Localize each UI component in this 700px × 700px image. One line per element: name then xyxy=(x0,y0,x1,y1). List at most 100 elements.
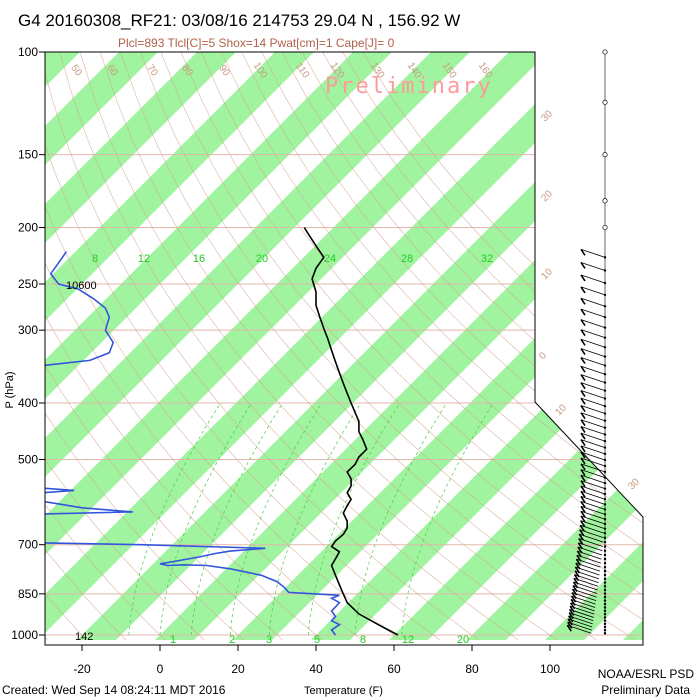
wind-barb-flag xyxy=(580,397,586,405)
wind-station-dot xyxy=(603,527,607,530)
wind-station-dot xyxy=(603,326,607,329)
wind-barb xyxy=(580,390,606,399)
wind-station-dot xyxy=(603,439,607,443)
mixing-ratio-label: 16 xyxy=(193,253,205,265)
wind-barb-flag xyxy=(580,451,586,459)
series-dewpoint xyxy=(45,251,341,636)
wind-station-dot xyxy=(603,476,607,479)
wind-barb-flag xyxy=(580,357,586,364)
wind-barb xyxy=(580,319,606,328)
wind-barb-flag xyxy=(580,419,586,427)
wind-barb xyxy=(580,274,606,284)
temperature-label: 10 xyxy=(539,266,555,282)
mixing-ratio-label: 20 xyxy=(457,634,469,646)
sounding-series xyxy=(45,227,399,636)
isotherm-band xyxy=(45,52,548,641)
wind-barb-flag xyxy=(580,457,586,465)
wind-barb xyxy=(580,490,606,500)
wind-barb-flag xyxy=(569,605,575,613)
wind-station-dot xyxy=(603,492,607,496)
mixing-ratio-lines xyxy=(128,402,494,636)
wind-station-dot xyxy=(603,581,607,584)
wind-barb xyxy=(577,550,602,560)
wind-barb-flag xyxy=(568,615,574,623)
wind-barb xyxy=(575,566,600,576)
wind-barb-flag xyxy=(580,445,586,453)
wind-barb-flag xyxy=(568,612,574,620)
wind-barb xyxy=(580,338,606,348)
wind-barb xyxy=(574,570,600,580)
wind-barb xyxy=(569,609,594,618)
dry-adiabat xyxy=(45,52,166,641)
wind-barb-flag xyxy=(580,480,586,488)
dry-adiabat xyxy=(100,52,597,641)
wind-station-dot xyxy=(603,458,607,462)
wind-station-dot xyxy=(603,464,607,468)
x-axis-label: Temperature (F) xyxy=(304,685,383,697)
x-tick-label: 60 xyxy=(387,662,401,676)
wind-barb xyxy=(580,382,606,392)
x-tick-label: 20 xyxy=(231,662,245,676)
dry-adiabat xyxy=(180,52,643,641)
wind-station-dot xyxy=(603,305,607,308)
wind-barb-flag xyxy=(579,529,585,537)
wind-barb-flag xyxy=(580,432,586,440)
wind-barb xyxy=(572,588,597,598)
wind-barb-flag xyxy=(580,485,586,493)
wind-barb-flag xyxy=(580,308,586,316)
wind-barb xyxy=(580,286,606,296)
wind-barb xyxy=(569,612,594,622)
mixing-ratio-label: 24 xyxy=(324,253,336,265)
wind-barb-flag xyxy=(580,439,586,447)
wind-barb xyxy=(580,365,606,375)
wind-station-dot xyxy=(603,606,607,609)
footer-note: Preliminary Data xyxy=(601,683,690,697)
isotherm-band xyxy=(45,52,314,641)
wind-barb xyxy=(580,520,605,530)
mixing-ratio-line xyxy=(268,402,362,636)
wind-station-dot xyxy=(603,346,607,349)
mixing-ratio-label: 2 xyxy=(229,634,235,646)
wind-barb-flag xyxy=(580,510,586,518)
mixing-ratio-label: 8 xyxy=(360,634,366,646)
wind-barb xyxy=(580,397,606,407)
dry-adiabat xyxy=(45,52,205,641)
wind-station-dot xyxy=(603,269,607,272)
wind-barb xyxy=(580,445,606,455)
wind-station-dot xyxy=(603,565,607,569)
wind-barb xyxy=(580,308,606,318)
wind-barb xyxy=(580,297,606,307)
series-temperature xyxy=(303,227,399,636)
wind-station-dot xyxy=(603,397,607,400)
wind-barb-flag xyxy=(567,621,573,629)
isotherm-band xyxy=(45,52,236,641)
wind-barb xyxy=(580,426,606,435)
wind-barb xyxy=(580,357,606,366)
wind-station-dot xyxy=(603,336,607,339)
wind-barb xyxy=(580,505,606,515)
wind-barb xyxy=(574,574,599,583)
chart-title: G4 20160308_RF21: 03/08/16 214753 29.04 … xyxy=(18,11,460,30)
wind-barb xyxy=(580,419,606,429)
wind-station-dot xyxy=(603,602,607,606)
isotherm-band xyxy=(388,52,643,641)
wind-barb-flag xyxy=(578,538,584,545)
wind-station-dot xyxy=(603,508,607,511)
y-axis-label: P (hPa) xyxy=(4,371,16,408)
isotherm-band xyxy=(45,52,626,641)
wind-station-dot xyxy=(603,518,607,521)
wind-barb-flag xyxy=(580,505,586,513)
wind-barb xyxy=(573,581,598,591)
height-label: 10600 xyxy=(66,280,97,292)
wind-barb-flag xyxy=(578,533,584,541)
y-tick-label: 850 xyxy=(18,587,38,601)
mixing-ratio-label: 3 xyxy=(266,634,272,646)
wind-station-dot xyxy=(603,373,607,376)
dry-adiabat xyxy=(322,52,643,641)
adiabat-label: 50 xyxy=(68,63,84,79)
y-tick-label: 700 xyxy=(18,538,38,552)
wind-barb xyxy=(579,529,604,539)
dry-adiabat xyxy=(200,52,643,641)
y-tick-label: 300 xyxy=(18,323,38,337)
